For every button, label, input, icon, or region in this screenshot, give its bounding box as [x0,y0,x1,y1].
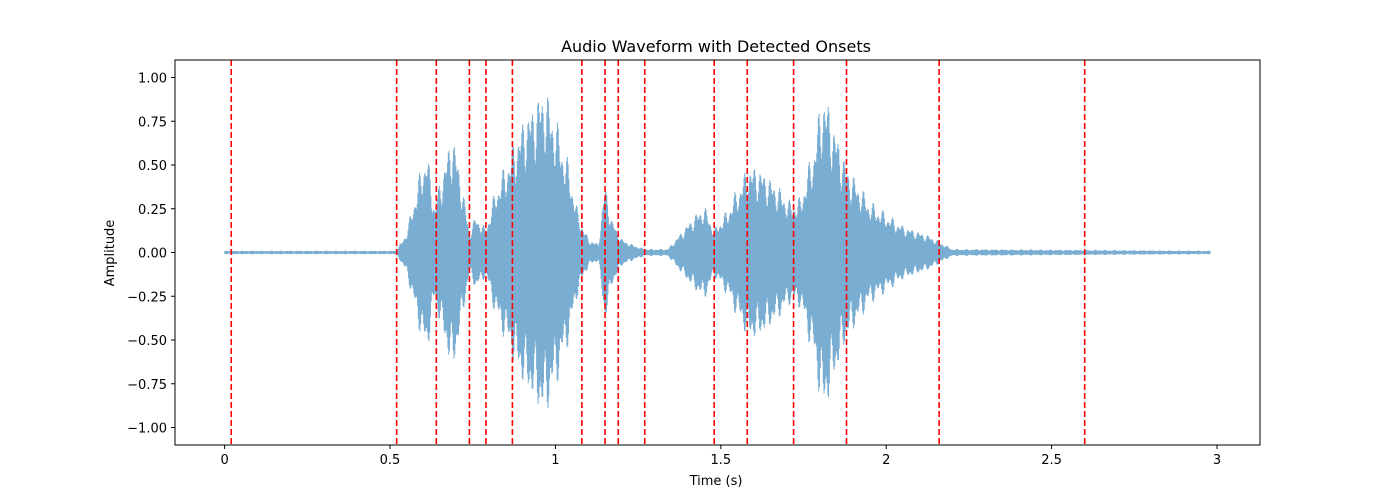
onset-lines [230,60,1086,445]
y-tick-label: −1.00 [127,422,167,437]
x-tick-label: 0 [220,453,228,468]
y-tick-label: 0.75 [138,115,167,130]
y-tick-label: 1.00 [138,72,167,87]
waveform-layer [224,97,1211,408]
x-tick-label: 2.5 [1041,453,1062,468]
x-axis-label: Time (s) [689,474,743,489]
y-axis: 1.00 0.75 0.50 0.25 0.00 −0.25 −0.50 −0.75 −1.00 [127,72,175,437]
x-tick-label: 2 [882,453,890,468]
y-axis-label: Amplitude [103,220,118,287]
x-tick-label: 1.5 [710,453,731,468]
waveform-series [224,97,1211,408]
x-tick-label: 0.5 [380,453,401,468]
x-tick-label: 3 [1213,453,1221,468]
y-tick-label: −0.50 [127,334,167,349]
x-axis: 0 0.5 1 1.5 2 2.5 3 [220,445,1221,468]
chart-title: Audio Waveform with Detected Onsets [561,37,871,56]
y-tick-label: 0.00 [138,247,167,262]
y-tick-label: −0.75 [127,378,167,393]
x-tick-label: 1 [551,453,559,468]
y-tick-label: 0.25 [138,203,167,218]
plot-area [174,59,1261,446]
y-tick-label: 0.50 [138,159,167,174]
y-tick-label: −0.25 [127,290,167,305]
